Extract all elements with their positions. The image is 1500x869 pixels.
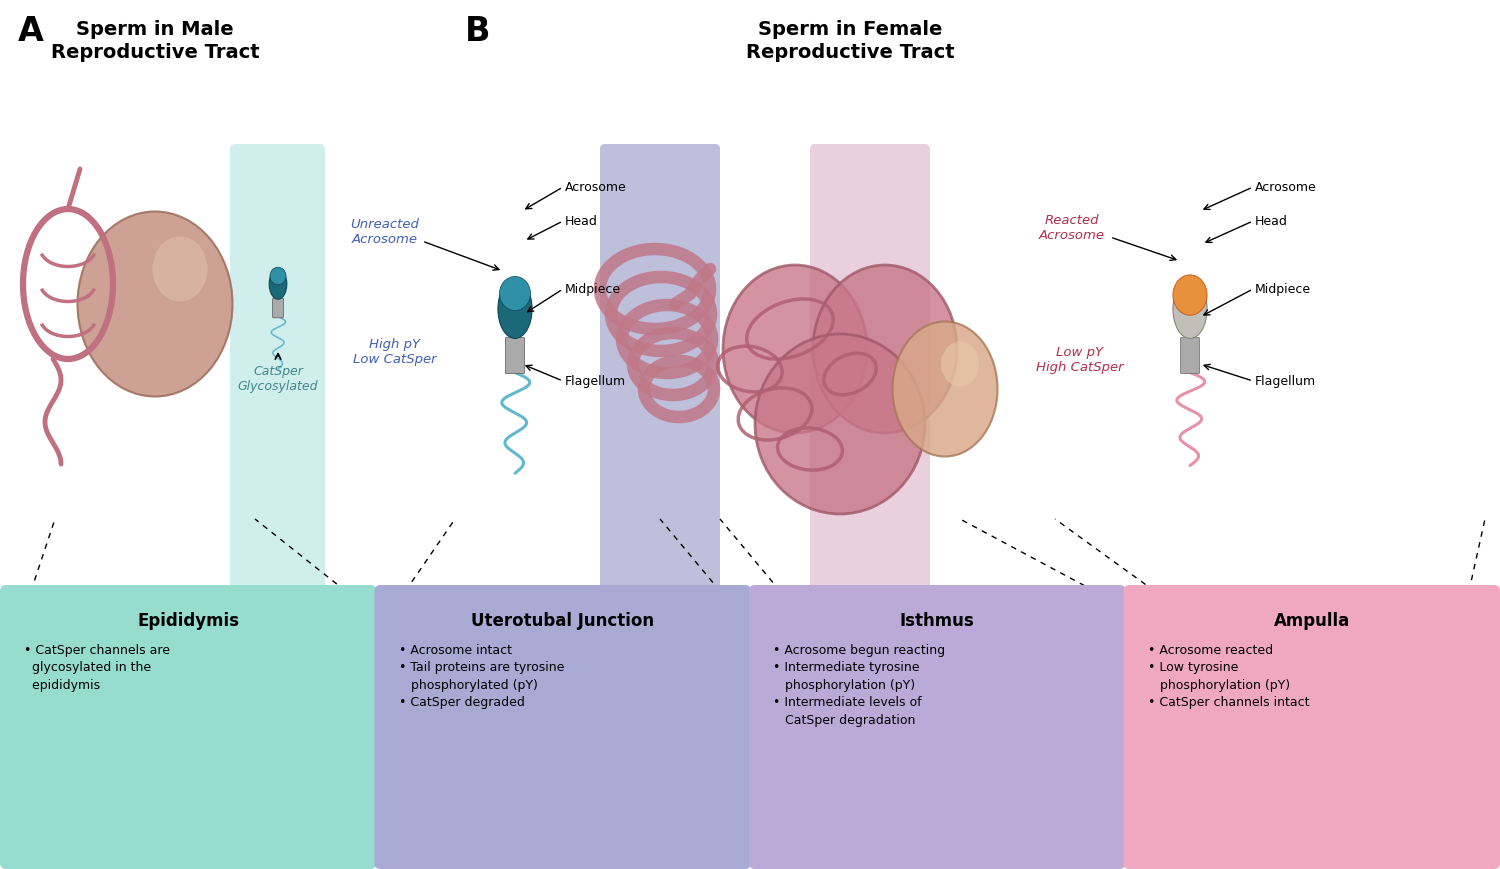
Ellipse shape bbox=[270, 268, 286, 286]
FancyBboxPatch shape bbox=[810, 145, 930, 720]
FancyBboxPatch shape bbox=[273, 299, 284, 318]
Text: High pY
Low CatSper: High pY Low CatSper bbox=[352, 338, 436, 366]
Ellipse shape bbox=[892, 322, 998, 457]
Text: A: A bbox=[18, 15, 44, 48]
FancyBboxPatch shape bbox=[748, 586, 1125, 869]
Ellipse shape bbox=[498, 280, 532, 339]
FancyBboxPatch shape bbox=[375, 586, 752, 869]
Ellipse shape bbox=[754, 335, 926, 514]
Text: • Acrosome begun reacting
• Intermediate tyrosine
   phosphorylation (pY)
• Inte: • Acrosome begun reacting • Intermediate… bbox=[772, 643, 945, 726]
Text: Epididymis: Epididymis bbox=[138, 611, 240, 629]
Text: B: B bbox=[465, 15, 490, 48]
Text: Ampulla: Ampulla bbox=[1274, 611, 1350, 629]
Text: Isthmus: Isthmus bbox=[900, 611, 975, 629]
Text: • Acrosome reacted
• Low tyrosine
   phosphorylation (pY)
• CatSper channels int: • Acrosome reacted • Low tyrosine phosph… bbox=[1148, 643, 1310, 709]
Text: Low pY
High CatSper: Low pY High CatSper bbox=[1036, 346, 1124, 374]
Text: Uterotubal Junction: Uterotubal Junction bbox=[471, 611, 654, 629]
Text: CatSper
Glycosylated: CatSper Glycosylated bbox=[237, 365, 318, 393]
Text: Sperm in Female
Reproductive Tract: Sperm in Female Reproductive Tract bbox=[746, 20, 954, 63]
Text: Flagellum: Flagellum bbox=[566, 375, 626, 388]
FancyBboxPatch shape bbox=[506, 338, 525, 375]
Ellipse shape bbox=[500, 277, 531, 311]
FancyBboxPatch shape bbox=[230, 145, 326, 720]
FancyBboxPatch shape bbox=[600, 145, 720, 720]
Ellipse shape bbox=[268, 269, 286, 300]
Ellipse shape bbox=[813, 266, 957, 434]
Ellipse shape bbox=[78, 212, 232, 397]
Text: Midpiece: Midpiece bbox=[1256, 283, 1311, 296]
FancyBboxPatch shape bbox=[0, 586, 376, 869]
Text: Midpiece: Midpiece bbox=[566, 283, 621, 296]
Ellipse shape bbox=[153, 237, 207, 302]
Ellipse shape bbox=[1173, 275, 1208, 315]
Text: Unreacted
Acrosome: Unreacted Acrosome bbox=[351, 218, 420, 246]
Text: Head: Head bbox=[566, 216, 598, 229]
Text: Sperm in Male
Reproductive Tract: Sperm in Male Reproductive Tract bbox=[51, 20, 260, 63]
Text: • CatSper channels are
  glycosylated in the
  epididymis: • CatSper channels are glycosylated in t… bbox=[24, 643, 170, 691]
Ellipse shape bbox=[723, 266, 867, 434]
Text: Acrosome: Acrosome bbox=[566, 182, 627, 195]
Text: • Acrosome intact
• Tail proteins are tyrosine
   phosphorylated (pY)
• CatSper : • Acrosome intact • Tail proteins are ty… bbox=[399, 643, 564, 709]
FancyBboxPatch shape bbox=[1124, 586, 1500, 869]
Text: Acrosome: Acrosome bbox=[1256, 182, 1317, 195]
Text: Reacted
Acrosome: Reacted Acrosome bbox=[1040, 214, 1106, 242]
Ellipse shape bbox=[940, 342, 980, 387]
Text: Flagellum: Flagellum bbox=[1256, 375, 1316, 388]
FancyBboxPatch shape bbox=[1180, 338, 1200, 375]
Ellipse shape bbox=[1173, 280, 1208, 339]
Text: Head: Head bbox=[1256, 216, 1288, 229]
